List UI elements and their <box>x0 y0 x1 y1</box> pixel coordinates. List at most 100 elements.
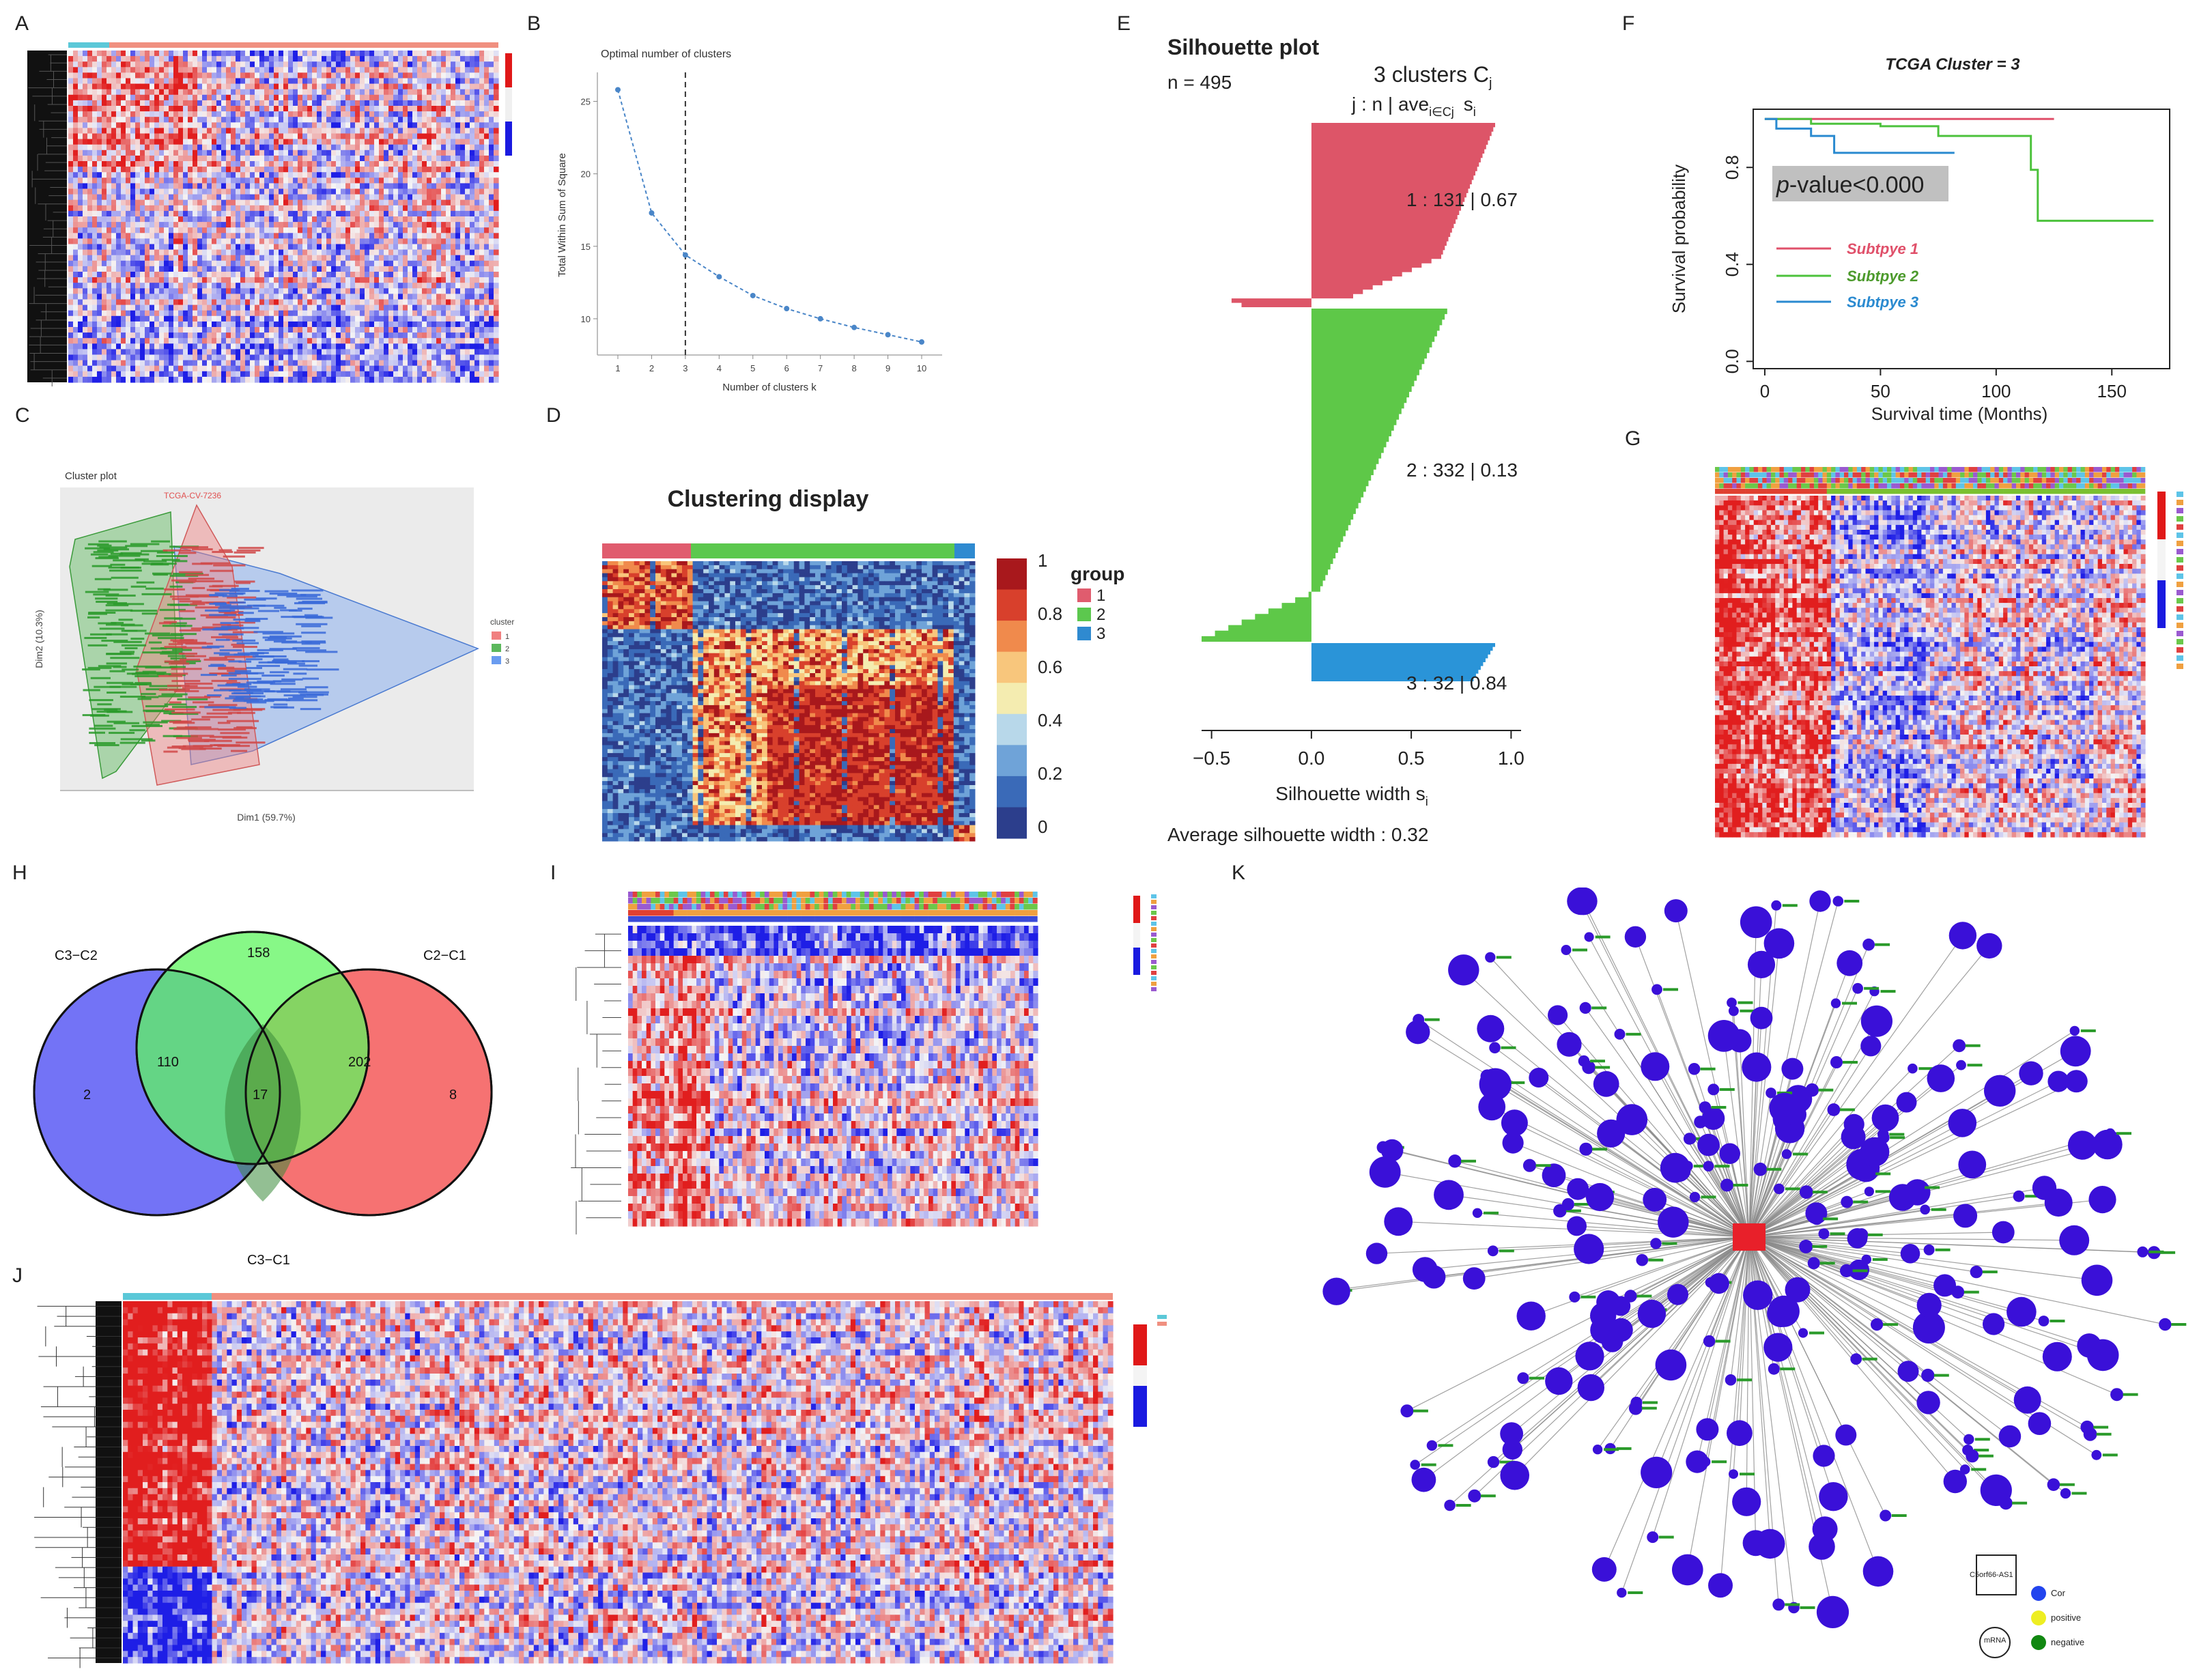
heatmap-cell <box>92 260 98 267</box>
heatmap-cell <box>255 188 260 195</box>
heatmap-cell <box>226 83 231 90</box>
heatmap-cell <box>269 249 274 256</box>
heatmap-cell <box>298 155 303 162</box>
heatmap-cell <box>369 327 375 333</box>
heatmap-cell <box>350 106 356 112</box>
heatmap-cell <box>102 128 107 134</box>
heatmap-cell <box>379 227 384 233</box>
heatmap-cell <box>169 310 174 317</box>
heatmap-cell <box>159 255 165 261</box>
heatmap-cell <box>298 133 303 140</box>
heatmap-cell <box>73 249 79 256</box>
heatmap-cell <box>307 238 313 245</box>
heatmap-cell <box>374 338 380 344</box>
heatmap-cell <box>97 133 102 140</box>
heatmap-cell <box>412 288 418 294</box>
heatmap-cell <box>417 299 423 306</box>
heatmap-cell <box>365 255 370 261</box>
heatmap-cell <box>379 150 384 156</box>
heatmap-cell <box>494 150 499 156</box>
heatmap-cell <box>307 255 313 261</box>
heatmap-cell <box>169 51 174 57</box>
heatmap-cell <box>159 304 165 311</box>
heatmap-cell <box>92 177 98 184</box>
heatmap-cell <box>87 94 93 101</box>
heatmap-cell <box>73 117 79 123</box>
heatmap-cell <box>226 122 231 128</box>
heatmap-cell <box>183 155 188 162</box>
heatmap-cell <box>479 117 485 123</box>
heatmap-cell <box>245 216 251 223</box>
heatmap-cell <box>279 210 284 217</box>
heatmap-cell <box>317 139 322 145</box>
heatmap-cell <box>427 94 432 101</box>
heatmap-cell <box>140 249 145 256</box>
heatmap-cell <box>216 78 222 85</box>
heatmap-cell <box>178 260 184 267</box>
heatmap-cell <box>169 244 174 251</box>
heatmap-cell <box>431 83 437 90</box>
heatmap-cell <box>336 327 341 333</box>
heatmap-cell <box>169 177 174 184</box>
heatmap-cell <box>331 321 337 328</box>
heatmap-cell <box>202 128 208 134</box>
heatmap-cell <box>446 83 451 90</box>
heatmap-cell <box>245 349 251 356</box>
heatmap-cell <box>379 56 384 62</box>
heatmap-cell <box>87 277 93 283</box>
heatmap-cell <box>279 51 284 57</box>
heatmap-cell <box>193 327 198 333</box>
heatmap-cell <box>412 106 418 112</box>
heatmap-cell <box>470 51 475 57</box>
heatmap-cell <box>417 255 423 261</box>
heatmap-cell <box>231 150 236 156</box>
heatmap-cell <box>164 277 169 283</box>
heatmap-cell <box>360 233 365 239</box>
heatmap-cell <box>116 321 122 328</box>
heatmap-cell <box>336 167 341 173</box>
heatmap-cell <box>150 249 155 256</box>
heatmap-cell <box>173 67 179 73</box>
heatmap-cell <box>255 233 260 239</box>
heatmap-cell <box>412 172 418 178</box>
heatmap-cell <box>355 222 360 228</box>
heatmap-cell <box>369 122 375 128</box>
heatmap-cell <box>422 233 427 239</box>
heatmap-cell <box>116 349 122 356</box>
heatmap-cell <box>336 150 341 156</box>
heatmap-cell <box>126 227 131 233</box>
heatmap-cell <box>78 89 83 96</box>
heatmap-cell <box>360 144 365 151</box>
heatmap-cell <box>116 304 122 311</box>
heatmap-cell <box>350 216 356 223</box>
heatmap-cell <box>422 238 427 245</box>
heatmap-cell <box>169 83 174 90</box>
heatmap-cell <box>183 238 188 245</box>
heatmap-cell <box>393 216 399 223</box>
heatmap-cell <box>116 122 122 128</box>
heatmap-cell <box>388 310 394 317</box>
heatmap-cell <box>264 238 270 245</box>
heatmap-cell <box>68 83 74 90</box>
heatmap-cell <box>145 51 150 57</box>
heatmap-cell <box>470 89 475 96</box>
heatmap-cell <box>216 133 222 140</box>
heatmap-cell <box>126 249 131 256</box>
heatmap-cell <box>489 94 494 101</box>
heatmap-cell <box>236 260 241 267</box>
heatmap-cell <box>255 321 260 328</box>
heatmap-cell <box>465 255 470 261</box>
heatmap-cell <box>226 56 231 62</box>
heatmap-cell <box>73 338 79 344</box>
heatmap-cell <box>465 283 470 289</box>
heatmap-cell <box>345 288 351 294</box>
heatmap-cell <box>427 111 432 117</box>
heatmap-cell <box>374 100 380 106</box>
heatmap-cell <box>221 161 227 167</box>
heatmap-cell <box>388 51 394 57</box>
heatmap-cell <box>350 288 356 294</box>
heatmap-cell <box>130 100 136 106</box>
heatmap-cell <box>302 117 308 123</box>
heatmap-cell <box>279 61 284 68</box>
heatmap-cell <box>369 222 375 228</box>
